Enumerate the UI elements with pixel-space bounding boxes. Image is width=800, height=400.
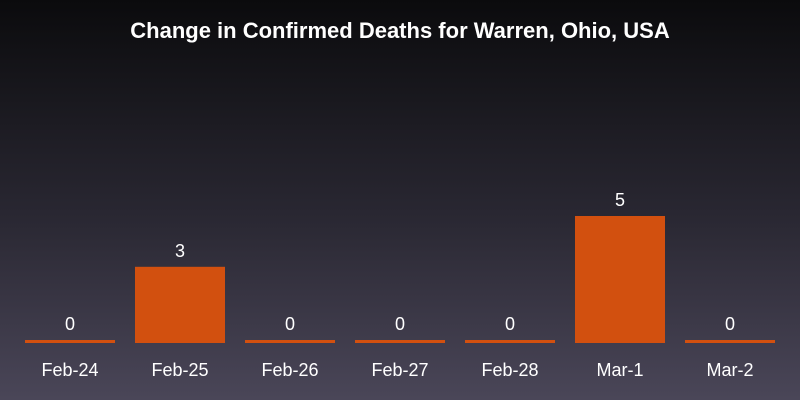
x-tick-label-feb-26: Feb-26: [261, 360, 318, 380]
x-tick-label-mar-1: Mar-1: [596, 360, 643, 380]
x-tick-label-mar-2: Mar-2: [706, 360, 753, 380]
data-label-feb-26: 0: [285, 314, 295, 334]
bar-feb-28: [465, 340, 555, 343]
data-label-feb-25: 3: [175, 241, 185, 261]
bar-mar-1: [575, 216, 665, 343]
x-tick-label-feb-27: Feb-27: [371, 360, 428, 380]
data-label-feb-24: 0: [65, 314, 75, 334]
bar-feb-25: [135, 266, 225, 343]
data-label-feb-27: 0: [395, 314, 405, 334]
x-tick-label-feb-28: Feb-28: [481, 360, 538, 380]
data-label-feb-28: 0: [505, 314, 515, 334]
x-tick-label-feb-24: Feb-24: [41, 360, 98, 380]
bar-feb-24: [25, 340, 115, 343]
bar-feb-27: [355, 340, 445, 343]
x-tick-label-feb-25: Feb-25: [151, 360, 208, 380]
data-label-mar-2: 0: [725, 314, 735, 334]
bar-mar-2: [685, 340, 775, 343]
data-label-mar-1: 5: [615, 190, 625, 210]
bar-feb-26: [245, 340, 335, 343]
chart-title: Change in Confirmed Deaths for Warren, O…: [130, 18, 670, 43]
